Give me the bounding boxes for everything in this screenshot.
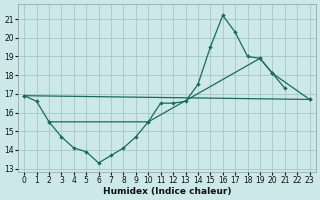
X-axis label: Humidex (Indice chaleur): Humidex (Indice chaleur) [103,187,231,196]
